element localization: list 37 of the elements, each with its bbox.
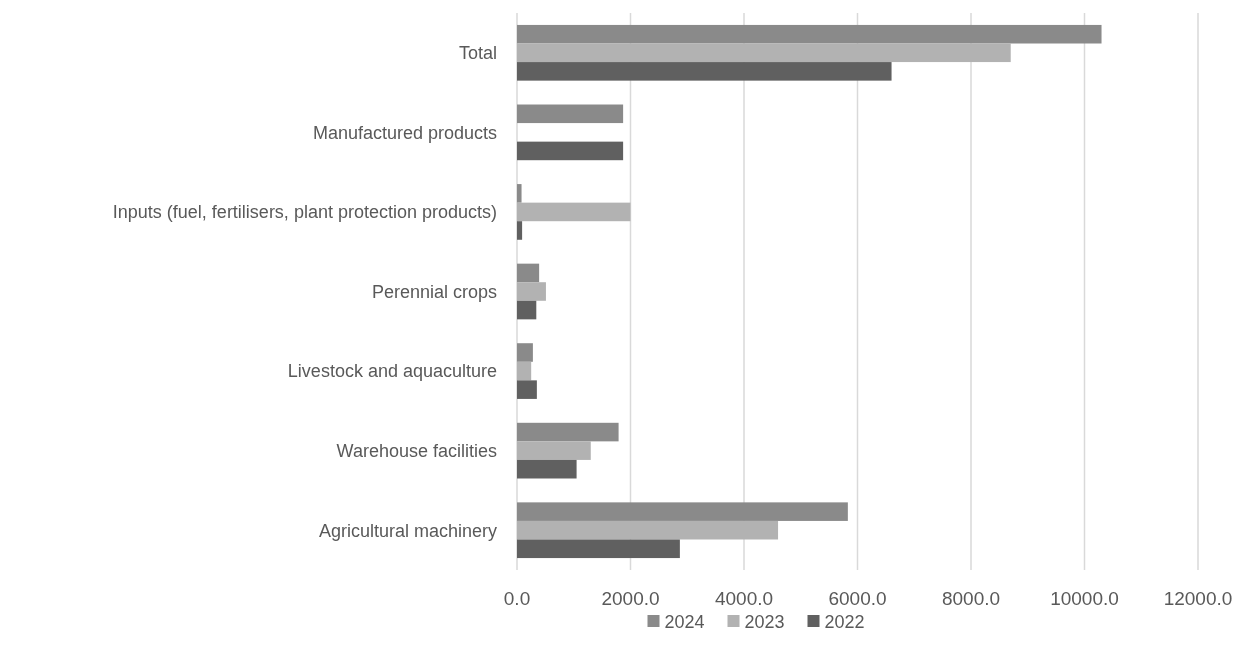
legend-label: 2023 bbox=[744, 612, 785, 632]
bar bbox=[517, 422, 619, 442]
x-tick-label: 4000.0 bbox=[714, 588, 774, 609]
bar bbox=[517, 62, 892, 81]
bar bbox=[517, 202, 631, 222]
y-tick-label: Warehouse facilities bbox=[336, 440, 497, 461]
y-tick-label: Perennial crops bbox=[371, 281, 497, 302]
x-tick-label: 10000.0 bbox=[1050, 588, 1119, 609]
legend-label: 2024 bbox=[664, 612, 705, 632]
x-tick-label: 6000.0 bbox=[828, 588, 887, 609]
bar bbox=[517, 43, 1011, 63]
bar bbox=[517, 221, 523, 240]
x-tick-label: 2000.0 bbox=[601, 588, 660, 609]
x-tick-label: 0.0 bbox=[503, 588, 531, 609]
bar bbox=[517, 24, 1102, 44]
y-tick-label: Inputs (fuel, fertilisers, plant protection products) bbox=[112, 202, 497, 223]
bar bbox=[517, 282, 546, 301]
bar bbox=[517, 361, 532, 381]
bar bbox=[517, 539, 680, 559]
bar bbox=[517, 184, 522, 203]
x-tick-label: 12000.0 bbox=[1163, 588, 1233, 609]
y-tick-label: Livestock and aquaculture bbox=[287, 361, 497, 382]
bar bbox=[517, 502, 848, 521]
y-tick-label: Agricultural machinery bbox=[318, 520, 497, 541]
bar bbox=[517, 380, 537, 399]
bar bbox=[517, 520, 779, 540]
bar bbox=[517, 441, 591, 460]
y-tick-label: Manufactured products bbox=[312, 122, 497, 143]
bar bbox=[517, 141, 624, 161]
bar bbox=[517, 300, 537, 320]
x-tick-label: 8000.0 bbox=[941, 588, 1001, 609]
y-tick-label: Total bbox=[458, 43, 497, 64]
legend-label: 2022 bbox=[824, 612, 865, 632]
bar bbox=[517, 343, 533, 362]
bar bbox=[517, 104, 624, 124]
bar bbox=[517, 459, 577, 479]
bar bbox=[517, 263, 540, 283]
